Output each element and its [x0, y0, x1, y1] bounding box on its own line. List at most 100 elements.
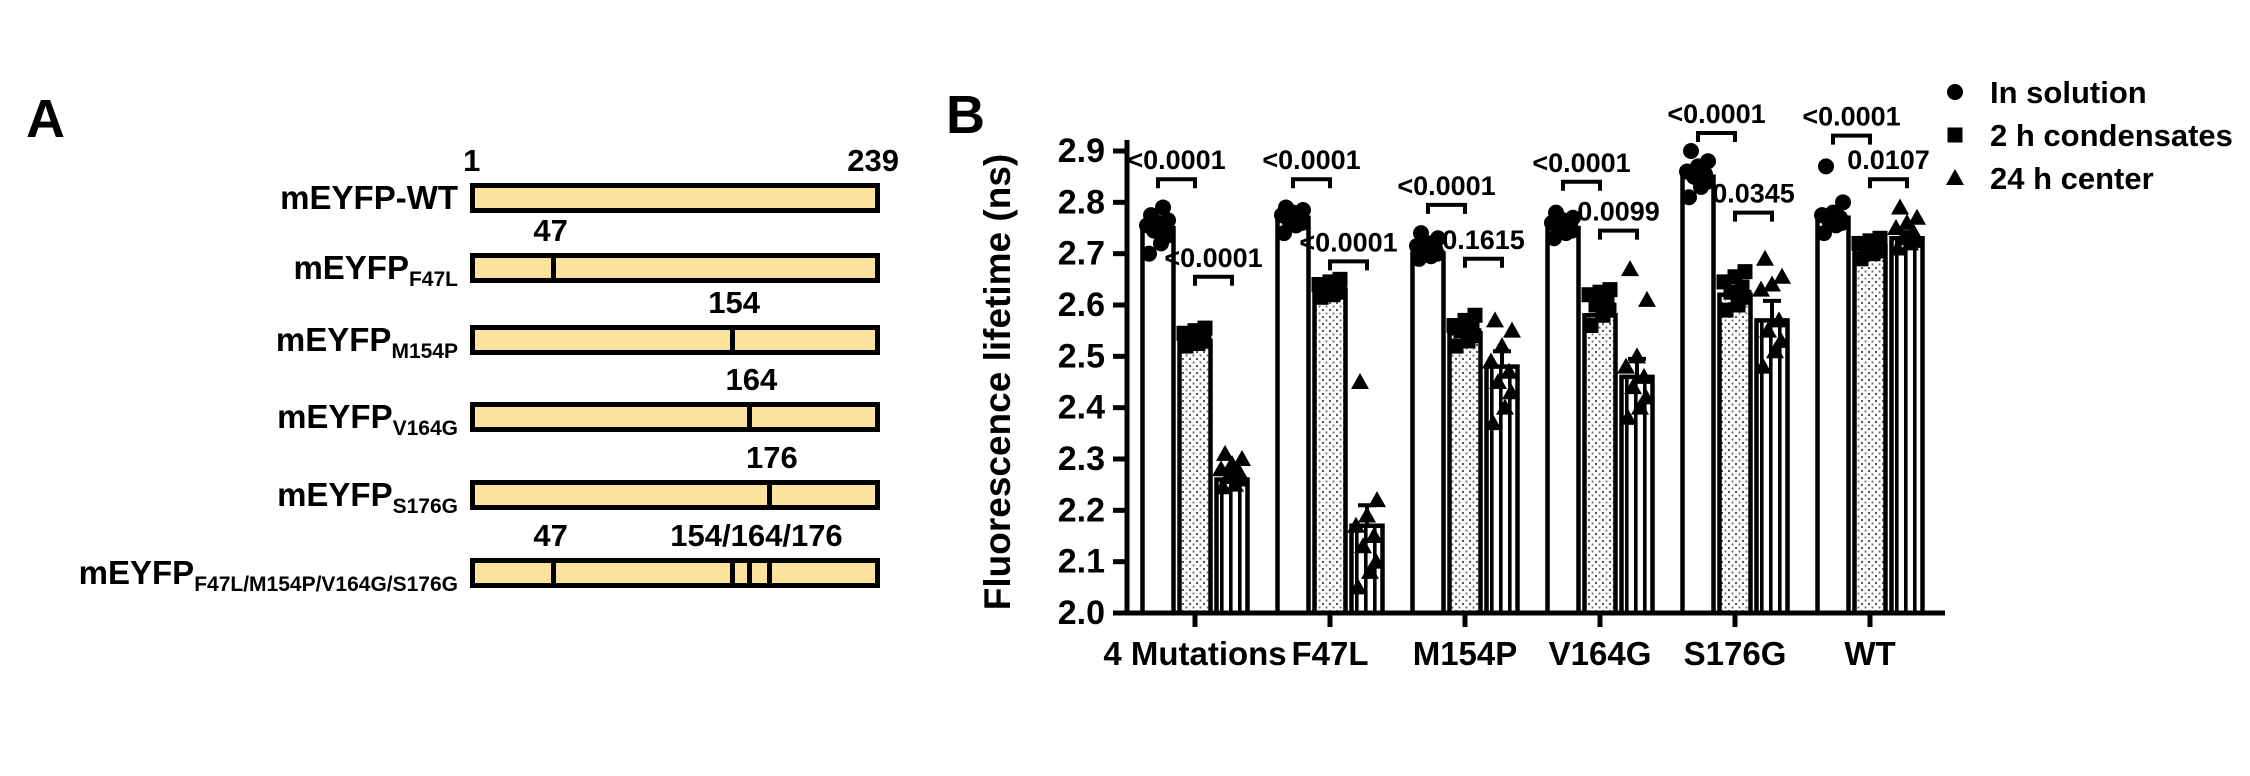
significance-bracket	[1463, 256, 1504, 268]
mutation-site-tick	[767, 485, 773, 505]
significance-bracket	[1696, 131, 1737, 143]
construct-name-subscript: S176G	[392, 494, 458, 518]
significance-p-value: <0.0001	[1127, 145, 1225, 175]
legend: In solution 2 h condensates 24 h center	[1946, 75, 2233, 196]
construct-name-subscript: M154P	[391, 339, 458, 363]
scatter-point-triangle	[1619, 408, 1637, 425]
scatter-point-triangle	[1351, 373, 1369, 389]
scatter-point-triangle	[1361, 562, 1379, 579]
scatter-point-square	[1737, 264, 1753, 280]
y-axis-tick-label: 2.2	[1058, 491, 1105, 529]
x-axis-group-label: 4 Mutations	[1103, 635, 1286, 672]
scatter-point-triangle	[1493, 337, 1511, 354]
scatter-point-square	[1448, 338, 1464, 354]
scatter-point-triangle	[1908, 208, 1926, 225]
scatter-point-triangle	[1212, 460, 1230, 477]
scatter-point-triangle	[1891, 198, 1909, 215]
scatter-point-circle	[1430, 230, 1446, 247]
significance-p-value: <0.0001	[1164, 243, 1262, 273]
significance-p-value: <0.0001	[1532, 148, 1630, 178]
residue-number-label: 154/164/176	[670, 518, 843, 553]
residue-number-label: 164	[725, 362, 778, 397]
scatter-point-triangle	[1624, 378, 1642, 395]
bar	[1717, 292, 1753, 616]
significance-bracket	[1831, 133, 1872, 145]
x-axis-group-label: V164G	[1549, 635, 1652, 672]
bar	[1312, 287, 1348, 616]
scatter-point-triangle	[1628, 347, 1646, 364]
legend-label: 2 h condensates	[1990, 118, 2233, 153]
significance-p-value: 0.1615	[1442, 225, 1525, 255]
scatter-point-circle	[1816, 225, 1832, 242]
significance-p-value: <0.0001	[1397, 171, 1495, 201]
scatter-point-circle	[1143, 207, 1159, 224]
scatter-point-triangle	[1638, 290, 1656, 307]
scatter-point-circle	[1160, 212, 1176, 229]
construct-name-main: mEYFP	[275, 320, 392, 358]
legend-label: 24 h center	[1990, 161, 2154, 196]
significance-p-value: 0.0345	[1712, 179, 1795, 209]
scatter-point-circle	[1413, 225, 1429, 242]
significance-bracket	[1193, 274, 1234, 286]
construct-name: mEYFPF47L	[38, 251, 458, 290]
bar	[1889, 236, 1925, 616]
scatter-point-triangle	[1500, 362, 1518, 379]
construct-name: mEYFPM154P	[38, 320, 458, 362]
construct-name: mEYFPS176G	[38, 478, 458, 517]
construct-name: mEYFPV164G	[38, 400, 458, 439]
scatter-point-square	[1332, 271, 1348, 287]
scatter-point-triangle	[1773, 267, 1791, 284]
scatter-point-triangle	[1763, 275, 1781, 292]
scatter-point-triangle	[1905, 224, 1923, 241]
bar	[1410, 251, 1446, 616]
mutation-site-tick	[767, 563, 773, 583]
scatter-point-triangle	[1631, 398, 1649, 415]
scatter-point-circle	[1700, 153, 1716, 170]
construct-bar	[470, 325, 880, 355]
scatter-point-triangle	[1233, 450, 1251, 466]
significance-bracket	[1156, 177, 1197, 189]
residue-number-label: 47	[533, 213, 568, 248]
x-axis-group-label: M154P	[1413, 635, 1518, 672]
scatter-point-triangle	[1766, 342, 1784, 359]
significance-bracket	[1561, 179, 1602, 191]
construct-bar	[470, 558, 880, 588]
bar	[1275, 215, 1311, 616]
scatter-point-triangle	[1486, 311, 1504, 328]
mutation-site-tick	[746, 563, 752, 583]
residue-number-label: 1	[463, 143, 481, 178]
significance-bracket	[1291, 177, 1332, 189]
mutation-site-tick	[551, 563, 557, 583]
significance-p-value: <0.0001	[1667, 99, 1765, 129]
scatter-point-triangle	[1354, 537, 1372, 554]
scatter-point-circle	[1565, 209, 1581, 226]
scatter-point-triangle	[1946, 169, 1964, 185]
residue-number-label: 47	[533, 518, 568, 553]
scatter-point-triangle	[1367, 552, 1385, 569]
significance-bracket	[1328, 259, 1369, 271]
scatter-point-triangle	[1889, 239, 1907, 256]
construct-name: mEYFP-WT	[38, 181, 458, 214]
scatter-point-square	[1947, 127, 1963, 143]
scatter-point-circle	[1683, 143, 1699, 159]
construct-name-main: mEYFP	[78, 553, 195, 591]
x-axis-group-label: WT	[1844, 635, 1895, 672]
scatter-point-square	[1583, 318, 1599, 334]
mutation-site-tick	[730, 563, 736, 583]
scatter-point-triangle	[1894, 229, 1912, 246]
scatter-point-triangle	[1349, 578, 1367, 595]
construct-bar	[470, 480, 880, 510]
y-axis-tick-label: 2.4	[1058, 389, 1105, 427]
y-axis-tick-label: 2.7	[1058, 235, 1105, 273]
scatter-point-triangle	[1489, 373, 1507, 389]
scatter-point-circle	[1825, 204, 1841, 221]
y-axis-tick-label: 2.8	[1058, 183, 1105, 221]
scatter-point-triangle	[1635, 367, 1653, 384]
residue-number-label: 176	[746, 440, 798, 475]
bar	[1177, 338, 1213, 616]
construct-name-subscript: F47L	[408, 267, 458, 291]
scatter-point-square	[1872, 230, 1888, 246]
panel-b-bar-chart: B 2.0 2.1 2.2 2.3 2.4 2.5 2.6 2.7 2.8 2.9 4 Mutati…	[946, 0, 2250, 776]
bar	[1140, 225, 1176, 616]
